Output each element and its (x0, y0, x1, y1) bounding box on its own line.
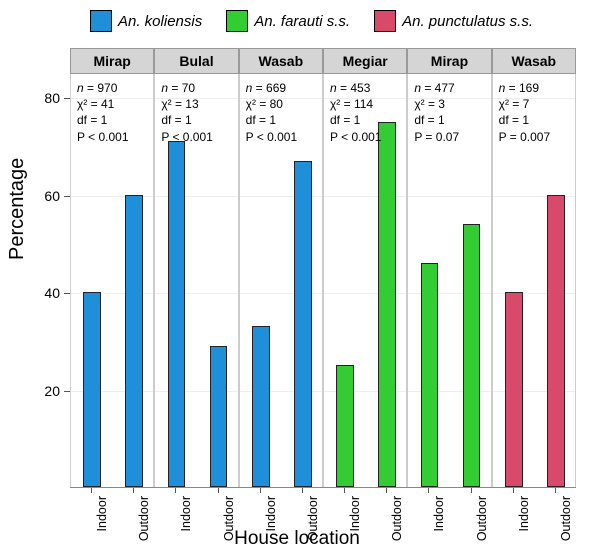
bar (252, 326, 270, 487)
x-tick-mark (471, 488, 472, 493)
x-tick-mark (218, 488, 219, 493)
gridline (408, 196, 490, 197)
x-tick-label: Indoor (264, 496, 278, 531)
panel-stats: n = 970χ² = 41df = 1P < 0.001 (77, 80, 129, 145)
legend-label: An. punctulatus s.s. (402, 13, 533, 30)
panel-header-strip: MirapBulalWasabMegiarMirapWasab (70, 48, 576, 74)
y-tick-label: 60 (44, 188, 60, 204)
legend-label: An. koliensis (118, 13, 202, 30)
y-tick-label: 40 (44, 285, 60, 301)
bar (505, 292, 523, 487)
x-tick-mark (260, 488, 261, 493)
bar (421, 263, 439, 487)
panel-header: Megiar (323, 48, 407, 74)
panel-stats: n = 453χ² = 114df = 1P < 0.001 (330, 80, 382, 145)
bar (125, 195, 143, 487)
y-tick-label: 20 (44, 383, 60, 399)
legend-item: An. koliensis (90, 10, 202, 32)
bar (336, 365, 354, 487)
panel: n = 70χ² = 13df = 1P < 0.001 (154, 74, 238, 487)
x-tick-label: Indoor (517, 496, 531, 531)
legend-item: An. farauti s.s. (226, 10, 350, 32)
x-tick-label: Indoor (179, 496, 193, 531)
bar (210, 346, 228, 487)
legend-swatch (226, 10, 248, 32)
panel-stats: n = 669χ² = 80df = 1P < 0.001 (246, 80, 298, 145)
panels-body: n = 970χ² = 41df = 1P < 0.001 n = 70χ² = … (70, 74, 576, 488)
x-tick-mark (91, 488, 92, 493)
x-tick-label: Indoor (348, 496, 362, 531)
panel-stats: n = 70χ² = 13df = 1P < 0.001 (161, 80, 213, 145)
panel-header: Mirap (70, 48, 154, 74)
chart-container: An. koliensis An. farauti s.s. An. punctul… (0, 0, 594, 552)
legend-label: An. farauti s.s. (254, 13, 350, 30)
bar (83, 292, 101, 487)
x-axis-title: House location (0, 528, 594, 550)
legend: An. koliensis An. farauti s.s. An. punctul… (0, 0, 594, 40)
legend-swatch (90, 10, 112, 32)
legend-swatch (374, 10, 396, 32)
y-axis: 20 40 60 80 (40, 74, 70, 488)
bar (463, 224, 481, 487)
panel: n = 169χ² = 7df = 1P = 0.007 (492, 74, 576, 487)
legend-item: An. punctulatus s.s. (374, 10, 533, 32)
x-tick-mark (175, 488, 176, 493)
panel-header: Mirap (407, 48, 491, 74)
panel: n = 453χ² = 114df = 1P < 0.001 (323, 74, 407, 487)
x-tick-mark (513, 488, 514, 493)
x-tick-mark (344, 488, 345, 493)
plot-area: MirapBulalWasabMegiarMirapWasab n = 970χ… (70, 48, 576, 488)
bar (547, 195, 565, 487)
x-tick-mark (386, 488, 387, 493)
y-axis-title: Percentage (6, 158, 29, 260)
panel: n = 669χ² = 80df = 1P < 0.001 (239, 74, 323, 487)
panel-header: Wasab (239, 48, 323, 74)
x-tick-mark (302, 488, 303, 493)
panel-header: Bulal (154, 48, 238, 74)
panel-stats: n = 169χ² = 7df = 1P = 0.007 (499, 80, 551, 145)
bar (168, 141, 186, 487)
bar (378, 122, 396, 487)
y-tick-label: 80 (44, 90, 60, 106)
bar (294, 161, 312, 487)
x-tick-mark (555, 488, 556, 493)
panel-header: Wasab (492, 48, 576, 74)
panel: n = 970χ² = 41df = 1P < 0.001 (70, 74, 154, 487)
x-tick-mark (133, 488, 134, 493)
panel: n = 477χ² = 3df = 1P = 0.07 (407, 74, 491, 487)
x-tick-label: Indoor (432, 496, 446, 531)
x-tick-label: Indoor (95, 496, 109, 531)
panel-stats: n = 477χ² = 3df = 1P = 0.07 (414, 80, 459, 145)
x-tick-mark (428, 488, 429, 493)
